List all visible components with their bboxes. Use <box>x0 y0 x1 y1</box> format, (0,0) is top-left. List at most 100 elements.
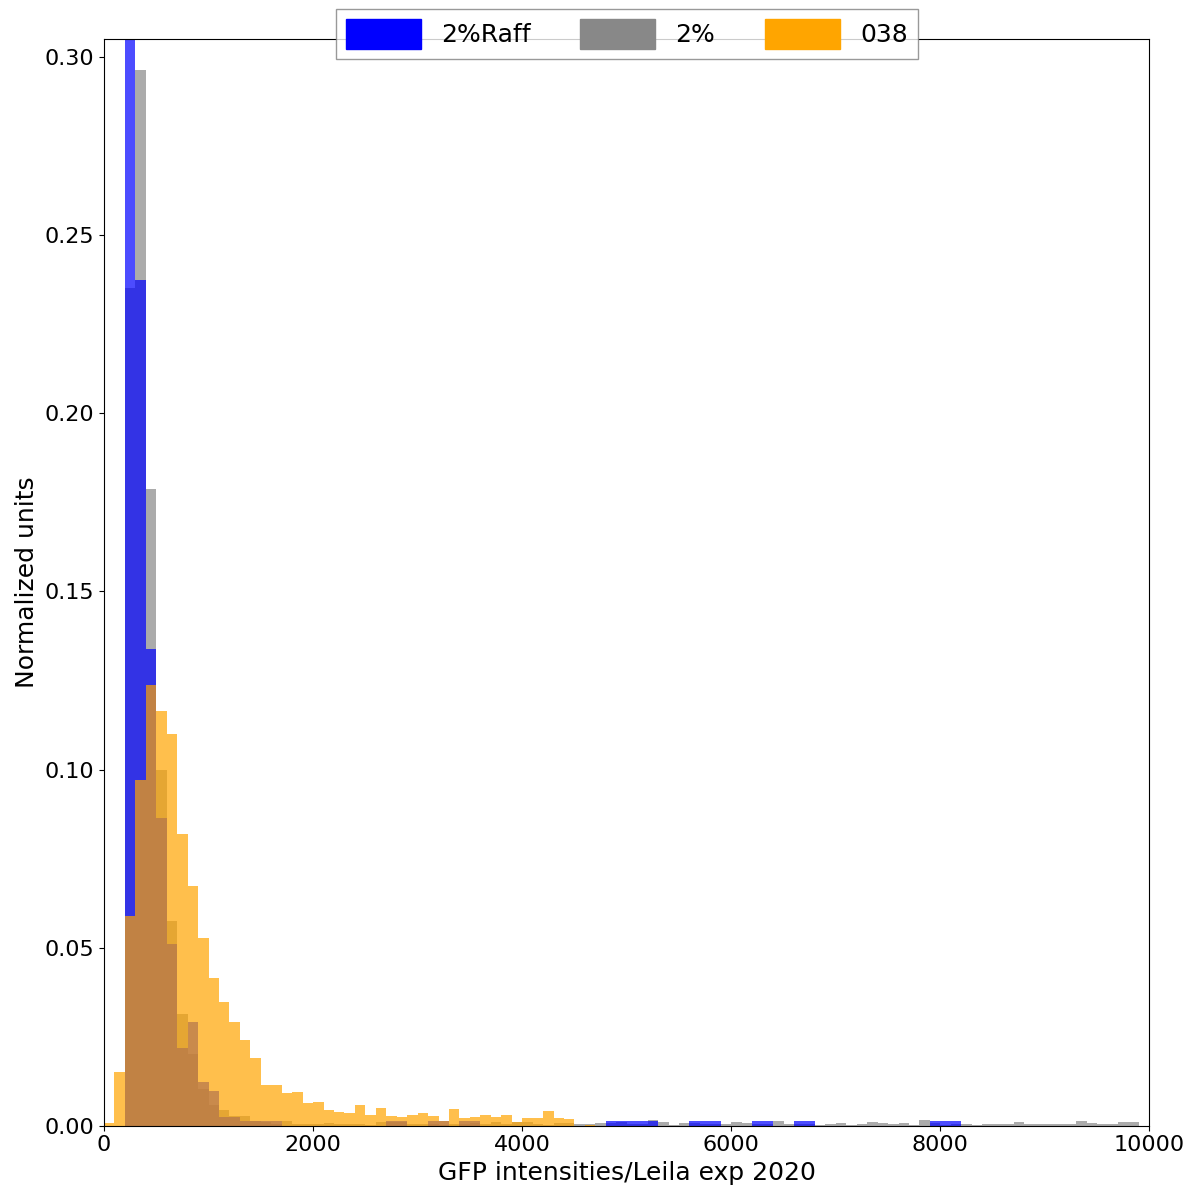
Bar <box>136 780 146 1126</box>
Bar <box>794 1121 804 1126</box>
Bar <box>564 1123 575 1126</box>
Bar <box>480 1123 491 1126</box>
Bar <box>251 1121 260 1126</box>
Bar <box>260 1085 271 1126</box>
Bar <box>930 1121 941 1126</box>
Bar <box>710 1124 721 1126</box>
Bar <box>491 1117 502 1126</box>
Bar <box>511 1122 522 1126</box>
Bar <box>209 978 220 1126</box>
Bar <box>376 1122 386 1126</box>
Bar <box>553 1118 564 1126</box>
Bar <box>794 1123 804 1126</box>
Bar <box>1097 1124 1108 1126</box>
Bar <box>136 280 146 1126</box>
Bar <box>710 1121 721 1126</box>
Bar <box>260 1122 271 1126</box>
Bar <box>930 1123 941 1126</box>
Bar <box>167 922 178 1126</box>
Bar <box>1128 1122 1139 1126</box>
Bar <box>961 1124 972 1126</box>
Bar <box>700 1121 710 1126</box>
Bar <box>209 1091 220 1126</box>
Bar <box>553 1123 564 1126</box>
Bar <box>428 1124 438 1126</box>
Bar <box>857 1124 868 1126</box>
Bar <box>260 1121 271 1126</box>
Bar <box>826 1123 836 1126</box>
Bar <box>460 1118 470 1126</box>
Bar <box>167 943 178 1126</box>
Bar <box>334 1124 344 1126</box>
Bar <box>198 1088 209 1126</box>
Bar <box>282 1093 293 1126</box>
Bar <box>187 1021 198 1126</box>
Bar <box>773 1121 784 1126</box>
Bar <box>470 1123 480 1126</box>
Bar <box>784 1123 794 1126</box>
Bar <box>229 1116 240 1126</box>
Bar <box>397 1122 407 1126</box>
Bar <box>418 1123 428 1126</box>
Bar <box>491 1122 502 1126</box>
Bar <box>178 834 187 1126</box>
Bar <box>438 1121 449 1126</box>
Bar <box>1087 1123 1097 1126</box>
Bar <box>1076 1121 1087 1126</box>
Bar <box>220 1110 229 1126</box>
Bar <box>595 1123 606 1126</box>
Bar <box>522 1118 533 1126</box>
Bar <box>1024 1123 1034 1126</box>
Bar <box>146 648 156 1126</box>
Bar <box>146 490 156 1126</box>
Bar <box>407 1115 418 1126</box>
Bar <box>617 1121 626 1126</box>
Bar <box>763 1124 773 1126</box>
Bar <box>355 1104 365 1126</box>
Bar <box>125 288 136 1126</box>
Bar <box>240 1121 251 1126</box>
Bar <box>502 1115 511 1126</box>
Bar <box>763 1121 773 1126</box>
Bar <box>240 1116 251 1126</box>
Bar <box>271 1123 282 1126</box>
Bar <box>365 1115 376 1126</box>
Bar <box>146 685 156 1126</box>
Bar <box>690 1123 700 1126</box>
Bar <box>1066 1123 1076 1126</box>
Bar <box>125 0 136 1126</box>
Bar <box>502 1123 511 1126</box>
Bar <box>397 1121 407 1126</box>
Bar <box>606 1121 617 1126</box>
Bar <box>156 710 167 1126</box>
Bar <box>334 1112 344 1126</box>
Bar <box>637 1123 648 1126</box>
Bar <box>679 1123 690 1126</box>
Bar <box>271 1121 282 1126</box>
Bar <box>606 1123 617 1126</box>
Bar <box>1055 1124 1066 1126</box>
Bar <box>167 734 178 1126</box>
Bar <box>313 1103 324 1126</box>
Bar <box>136 70 146 1126</box>
Bar <box>564 1120 575 1126</box>
Bar <box>324 1123 334 1126</box>
Bar <box>658 1122 668 1126</box>
Bar <box>804 1124 815 1126</box>
Bar <box>1014 1122 1024 1126</box>
Bar <box>742 1123 752 1126</box>
Bar <box>470 1121 480 1126</box>
Y-axis label: Normalized units: Normalized units <box>14 476 40 689</box>
Bar <box>271 1085 282 1126</box>
Bar <box>877 1123 888 1126</box>
Bar <box>752 1121 763 1126</box>
Bar <box>220 1117 229 1126</box>
Bar <box>752 1123 763 1126</box>
Bar <box>919 1121 930 1126</box>
Bar <box>344 1114 355 1126</box>
Bar <box>178 1048 187 1126</box>
Bar <box>888 1124 899 1126</box>
Bar <box>240 1040 251 1126</box>
Bar <box>198 1082 209 1126</box>
Bar <box>544 1111 553 1126</box>
